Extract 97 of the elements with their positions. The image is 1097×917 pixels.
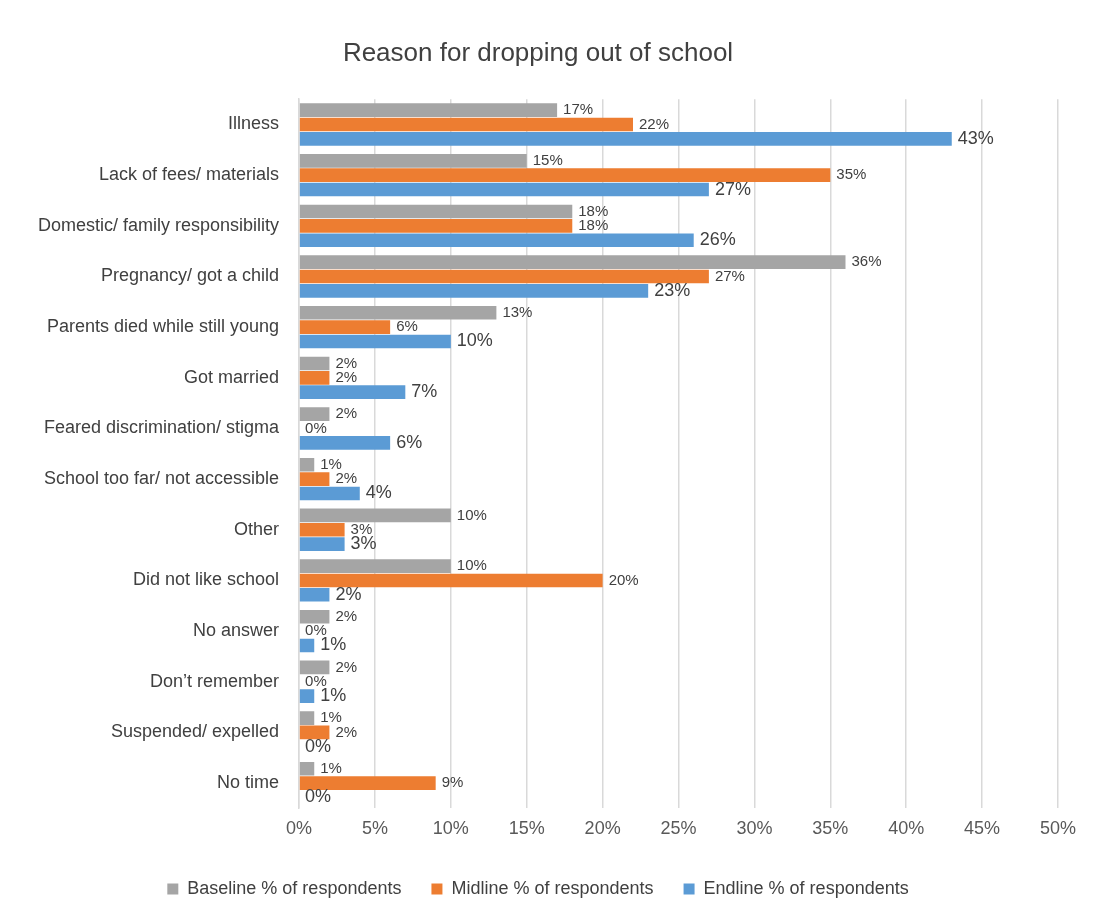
data-label: 1% bbox=[320, 758, 342, 776]
bar bbox=[299, 660, 330, 675]
y-tick-label: Got married bbox=[184, 366, 280, 387]
bar bbox=[299, 522, 345, 537]
data-label: 6% bbox=[396, 317, 418, 335]
y-tick-label: Lack of fees/ materials bbox=[98, 164, 280, 185]
x-tick-label: 35% bbox=[812, 818, 849, 839]
data-label: 0% bbox=[305, 786, 332, 807]
bar bbox=[299, 320, 391, 334]
bar bbox=[299, 537, 345, 551]
data-label: 2% bbox=[335, 606, 358, 624]
bar bbox=[299, 371, 330, 385]
bar bbox=[299, 689, 315, 703]
bar bbox=[299, 761, 315, 776]
bar bbox=[299, 508, 451, 523]
data-label: 27% bbox=[714, 178, 751, 199]
data-label: 27% bbox=[714, 266, 745, 284]
x-tick-label: 0% bbox=[286, 818, 313, 839]
bar bbox=[299, 609, 330, 624]
bar bbox=[299, 573, 603, 588]
data-label: 2% bbox=[335, 583, 362, 604]
x-tick-label: 45% bbox=[964, 818, 1001, 839]
data-label: 4% bbox=[365, 482, 392, 503]
data-label: 35% bbox=[836, 165, 867, 183]
legend-label: Midline % of respondents bbox=[451, 877, 654, 898]
bar bbox=[299, 711, 315, 725]
data-label: 26% bbox=[699, 229, 736, 250]
data-label: 2% bbox=[335, 657, 358, 675]
bar bbox=[299, 385, 406, 399]
y-tick-label: School too far/ not accessible bbox=[43, 468, 280, 489]
data-label: 9% bbox=[441, 773, 464, 791]
data-label: 0% bbox=[305, 418, 327, 436]
bar bbox=[299, 638, 315, 653]
data-label: 13% bbox=[502, 302, 533, 320]
data-label: 43% bbox=[957, 127, 994, 148]
data-label: 1% bbox=[320, 634, 347, 655]
data-label: 20% bbox=[608, 570, 639, 588]
y-tick-label: Did not like school bbox=[132, 569, 280, 590]
y-tick-label: No answer bbox=[193, 620, 280, 641]
chart-title: Reason for dropping out of school bbox=[342, 36, 734, 67]
y-tick-label: Domestic/ family responsibility bbox=[37, 214, 280, 235]
data-label: 17% bbox=[563, 100, 594, 118]
bar bbox=[299, 356, 330, 371]
bar bbox=[299, 725, 330, 740]
y-tick-label: Illness bbox=[228, 113, 280, 134]
x-tick-label: 15% bbox=[508, 818, 545, 839]
bar bbox=[299, 103, 558, 117]
bar bbox=[299, 436, 391, 450]
bar bbox=[299, 407, 330, 421]
bar bbox=[299, 472, 330, 486]
x-tick-label: 30% bbox=[736, 818, 773, 839]
bar bbox=[299, 168, 831, 182]
data-label: 0% bbox=[305, 735, 332, 756]
x-tick-label: 25% bbox=[660, 818, 697, 839]
bar bbox=[299, 154, 527, 168]
data-label: 23% bbox=[654, 279, 691, 300]
bar bbox=[299, 219, 573, 233]
data-label: 2% bbox=[335, 469, 358, 487]
y-tick-label: Suspended/ expelled bbox=[110, 721, 280, 742]
data-label: 10% bbox=[456, 556, 487, 574]
legend-label: Baseline % of respondents bbox=[187, 877, 402, 898]
bar bbox=[299, 182, 709, 197]
bar bbox=[299, 334, 451, 349]
data-label: 10% bbox=[456, 505, 487, 523]
x-tick-label: 5% bbox=[361, 818, 388, 839]
y-tick-label: Parents died while still young bbox=[46, 316, 280, 337]
x-tick-label: 10% bbox=[432, 818, 469, 839]
bar bbox=[299, 269, 709, 284]
x-tick-label: 40% bbox=[888, 818, 925, 839]
bar bbox=[299, 255, 846, 269]
data-label: 6% bbox=[396, 431, 423, 452]
x-tick-label: 50% bbox=[1039, 818, 1077, 839]
bar bbox=[299, 305, 497, 320]
bar bbox=[299, 486, 360, 501]
bar bbox=[299, 117, 633, 132]
x-tick-label: 20% bbox=[584, 818, 621, 839]
data-label: 2% bbox=[335, 404, 358, 422]
y-tick-label: Don’t remember bbox=[150, 670, 280, 691]
y-tick-label: Pregnancy/ got a child bbox=[100, 265, 280, 286]
bar bbox=[299, 284, 649, 298]
data-label: 36% bbox=[851, 252, 882, 270]
y-tick-label: Other bbox=[234, 518, 280, 539]
bar bbox=[299, 776, 436, 790]
bar bbox=[299, 233, 694, 248]
data-label: 10% bbox=[456, 330, 493, 351]
bar bbox=[299, 204, 573, 219]
bar bbox=[299, 587, 330, 602]
y-tick-label: No time bbox=[217, 772, 280, 793]
bar bbox=[299, 559, 451, 573]
y-tick-label: Feared discrimination/ stigma bbox=[43, 417, 281, 438]
data-label: 7% bbox=[411, 381, 438, 402]
bar bbox=[299, 457, 315, 472]
bar bbox=[299, 132, 952, 146]
data-label: 1% bbox=[320, 454, 342, 472]
legend-label: Endline % of respondents bbox=[703, 877, 909, 898]
data-label: 22% bbox=[639, 114, 670, 132]
data-label: 15% bbox=[532, 150, 563, 168]
